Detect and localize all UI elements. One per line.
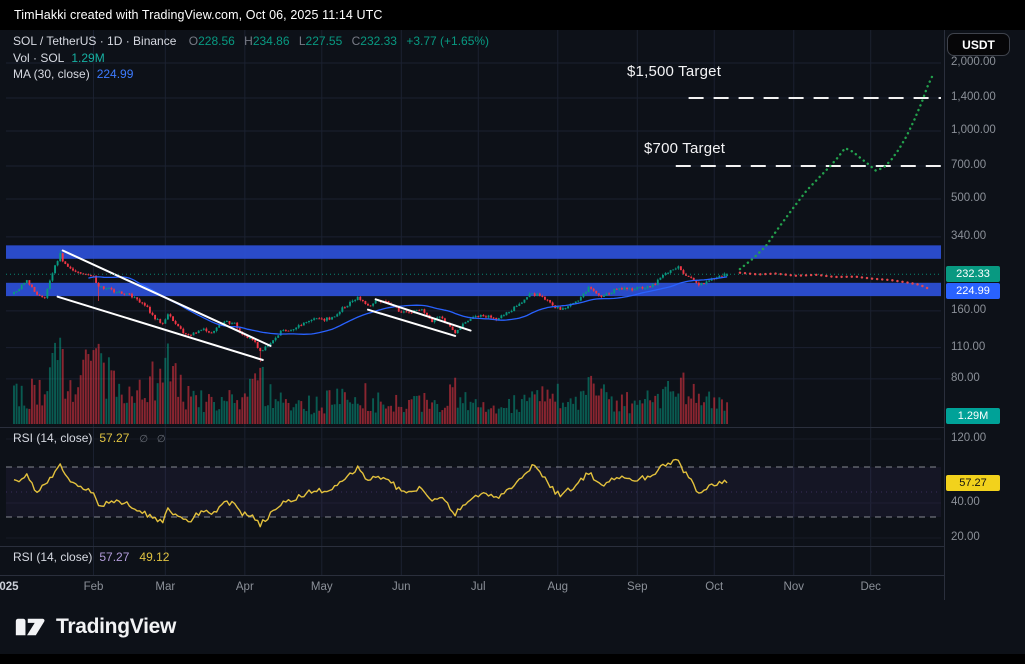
bull-projection-path bbox=[738, 74, 934, 271]
rsi2-legend-label[interactable]: RSI (14, close) bbox=[13, 550, 93, 564]
price-pane bbox=[6, 245, 941, 424]
trendline bbox=[56, 295, 264, 362]
month-label: Jul bbox=[470, 581, 486, 593]
symbol-title[interactable]: SOL / TetherUS · 1D · Binance bbox=[13, 34, 177, 48]
price-scale[interactable]: 2,000.00 1,400.00 1,000.00 700.00 500.00 340.… bbox=[945, 0, 1025, 664]
rsi-legend-label[interactable]: RSI (14, close) bbox=[13, 431, 93, 445]
footer: TradingView bbox=[0, 600, 1025, 654]
symbol-legend: SOL / TetherUS · 1D · Binance O228.56 H2… bbox=[13, 33, 495, 83]
ma30-line bbox=[88, 276, 728, 335]
rsi-hidden-values: ∅ ∅ bbox=[139, 434, 169, 445]
rsi2-legend: RSI (14, close) 57.27 49.12 bbox=[13, 550, 179, 564]
ohlc-open-value: 228.56 bbox=[198, 34, 235, 48]
bottom-strip bbox=[0, 654, 1025, 664]
price-scale-label: 1,000.00 bbox=[951, 124, 996, 137]
month-label: Aug bbox=[547, 581, 568, 593]
ohlc-close-label: C bbox=[351, 34, 361, 48]
rsi-scale-label: 20.00 bbox=[951, 531, 980, 543]
tradingview-logo[interactable]: TradingView bbox=[14, 611, 176, 643]
price-scale-label: 160.00 bbox=[951, 303, 987, 316]
tradingview-logo-mark bbox=[15, 618, 45, 636]
ma-badge: 224.99 bbox=[946, 283, 1000, 300]
symbol-row: SOL / TetherUS · 1D · Binance O228.56 H2… bbox=[13, 33, 495, 50]
month-label: Dec bbox=[860, 581, 881, 593]
volume-row: Vol · SOL 1.29M bbox=[13, 50, 495, 67]
price-scale-label: 80.00 bbox=[951, 371, 980, 384]
usdt-button[interactable]: USDT bbox=[947, 33, 1010, 56]
trendline bbox=[374, 298, 472, 332]
trendline bbox=[366, 308, 457, 337]
price-scale-label: 700.00 bbox=[951, 159, 987, 172]
support-resistance-zone bbox=[6, 245, 941, 259]
ohlc-high-value: 234.86 bbox=[252, 34, 290, 48]
ma-row: MA (30, close) 224.99 bbox=[13, 66, 495, 83]
rsi-scale-label: 120.00 bbox=[951, 432, 987, 444]
ohlc-high-label: H bbox=[244, 34, 253, 48]
rsi-badge: 57.27 bbox=[946, 474, 1000, 491]
ohlc-close-value: 232.33 bbox=[360, 34, 397, 48]
rsi-legend-value: 57.27 bbox=[99, 431, 130, 445]
volume-value: 1.29M bbox=[71, 50, 105, 65]
ma-label[interactable]: MA (30, close) bbox=[13, 67, 90, 81]
price-scale-label: 2,000.00 bbox=[951, 55, 996, 68]
rsi2-value-1: 57.27 bbox=[99, 550, 130, 564]
month-label: May bbox=[310, 581, 333, 593]
price-scale-label: 1,400.00 bbox=[951, 91, 996, 103]
price-badge: 232.33 bbox=[946, 266, 1000, 283]
rsi-pane bbox=[13, 458, 728, 528]
ohlc-low-value: 227.55 bbox=[305, 34, 343, 48]
price-scale-label: 500.00 bbox=[951, 192, 987, 205]
candles bbox=[13, 250, 729, 363]
ohlc-change: +3.77 (+1.65%) bbox=[406, 34, 490, 48]
volume-label[interactable]: Vol · SOL bbox=[13, 50, 65, 65]
target-1500-label[interactable]: $1,500 Target bbox=[627, 63, 722, 80]
month-label: Sep bbox=[627, 581, 648, 593]
month-label: Jun bbox=[392, 581, 411, 593]
rsi-legend: RSI (14, close) 57.27 ∅ ∅ bbox=[13, 431, 169, 445]
rsi2-value-2: 49.12 bbox=[139, 550, 170, 564]
ohlc-low-label: L bbox=[298, 34, 306, 48]
ohlc-open-label: O bbox=[188, 34, 199, 48]
support-resistance-zone bbox=[6, 282, 941, 297]
tradingview-logo-text: TradingView bbox=[56, 615, 177, 638]
attribution-text: TimHakki created with TradingView.com, O… bbox=[14, 8, 383, 22]
trendline bbox=[61, 249, 272, 347]
target-700-label[interactable]: $700 Target bbox=[644, 140, 726, 157]
rsi-scale-label: 40.00 bbox=[951, 496, 980, 508]
time-axis[interactable]: 2025 Feb Mar Apr May Jun Jul Aug Sep Oct Nov Dec bbox=[0, 576, 944, 600]
year-label: 2025 bbox=[0, 581, 19, 593]
volume-badge: 1.29M bbox=[946, 408, 1000, 424]
month-label: Apr bbox=[235, 581, 254, 593]
month-label: Mar bbox=[155, 581, 176, 593]
month-label: Nov bbox=[783, 581, 804, 593]
ma-value: 224.99 bbox=[96, 67, 134, 81]
attribution-bar: TimHakki created with TradingView.com, O… bbox=[0, 0, 1025, 30]
price-scale-label: 340.00 bbox=[951, 229, 987, 242]
rsi-line bbox=[13, 458, 728, 528]
bear-projection-path bbox=[738, 271, 929, 290]
month-label: Oct bbox=[705, 581, 724, 593]
volume-bars bbox=[13, 337, 729, 424]
price-scale-label: 110.00 bbox=[951, 340, 986, 353]
month-label: Feb bbox=[83, 581, 104, 593]
